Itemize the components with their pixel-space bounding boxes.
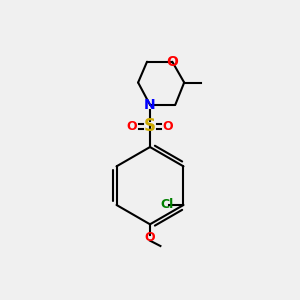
Text: O: O <box>145 231 155 244</box>
Text: N: N <box>144 98 156 112</box>
Text: O: O <box>167 55 178 69</box>
Text: S: S <box>144 117 156 135</box>
Text: O: O <box>127 120 137 133</box>
Text: O: O <box>163 120 173 133</box>
Text: Cl: Cl <box>160 199 173 212</box>
